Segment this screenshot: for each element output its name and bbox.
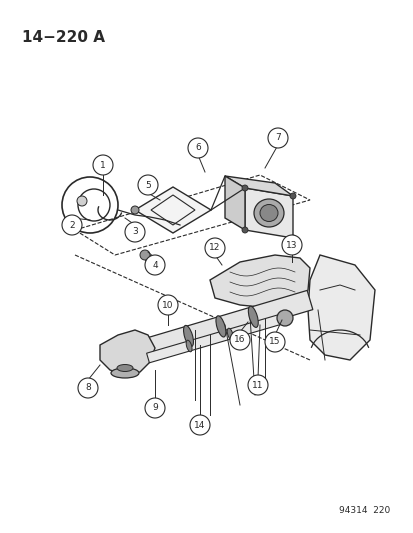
Circle shape xyxy=(247,375,267,395)
Ellipse shape xyxy=(117,365,133,372)
Text: 13: 13 xyxy=(285,240,297,249)
Text: 8: 8 xyxy=(85,384,91,392)
Circle shape xyxy=(158,295,178,315)
Ellipse shape xyxy=(216,316,225,337)
Circle shape xyxy=(140,250,150,260)
Ellipse shape xyxy=(259,205,277,222)
Circle shape xyxy=(77,196,87,206)
Text: 16: 16 xyxy=(234,335,245,344)
Polygon shape xyxy=(145,290,312,358)
Ellipse shape xyxy=(254,199,283,227)
Text: 7: 7 xyxy=(275,133,280,142)
Text: 5: 5 xyxy=(145,181,150,190)
Text: 14−220 A: 14−220 A xyxy=(22,30,105,45)
Circle shape xyxy=(125,222,145,242)
Circle shape xyxy=(242,185,247,191)
Ellipse shape xyxy=(111,368,139,378)
Polygon shape xyxy=(135,187,211,233)
Circle shape xyxy=(267,128,287,148)
Polygon shape xyxy=(209,255,309,308)
Text: 2: 2 xyxy=(69,221,75,230)
Ellipse shape xyxy=(248,306,258,327)
Ellipse shape xyxy=(183,325,193,346)
Circle shape xyxy=(264,332,284,352)
Circle shape xyxy=(204,238,224,258)
Circle shape xyxy=(242,227,247,233)
Circle shape xyxy=(188,138,207,158)
Polygon shape xyxy=(224,176,244,230)
Text: 1: 1 xyxy=(100,160,106,169)
Text: 11: 11 xyxy=(252,381,263,390)
Circle shape xyxy=(138,175,158,195)
Circle shape xyxy=(190,415,209,435)
Circle shape xyxy=(62,215,82,235)
Ellipse shape xyxy=(186,340,192,352)
Circle shape xyxy=(145,398,165,418)
Circle shape xyxy=(78,378,98,398)
Circle shape xyxy=(281,235,301,255)
Circle shape xyxy=(276,310,292,326)
Text: 6: 6 xyxy=(195,143,200,152)
Ellipse shape xyxy=(227,328,233,340)
Text: 15: 15 xyxy=(268,337,280,346)
Polygon shape xyxy=(224,176,292,196)
Circle shape xyxy=(93,155,113,175)
Circle shape xyxy=(289,193,295,199)
Circle shape xyxy=(230,330,249,350)
Circle shape xyxy=(145,255,165,275)
Text: 9: 9 xyxy=(152,403,157,413)
Text: 3: 3 xyxy=(132,228,138,237)
Text: 14: 14 xyxy=(194,421,205,430)
Text: 94314  220: 94314 220 xyxy=(338,506,389,515)
Polygon shape xyxy=(244,188,292,238)
Text: 4: 4 xyxy=(152,261,157,270)
Text: 12: 12 xyxy=(209,244,220,253)
Circle shape xyxy=(289,235,295,241)
Polygon shape xyxy=(307,255,374,360)
Polygon shape xyxy=(100,330,154,375)
Polygon shape xyxy=(146,313,286,363)
Text: 10: 10 xyxy=(162,301,173,310)
Circle shape xyxy=(131,206,139,214)
